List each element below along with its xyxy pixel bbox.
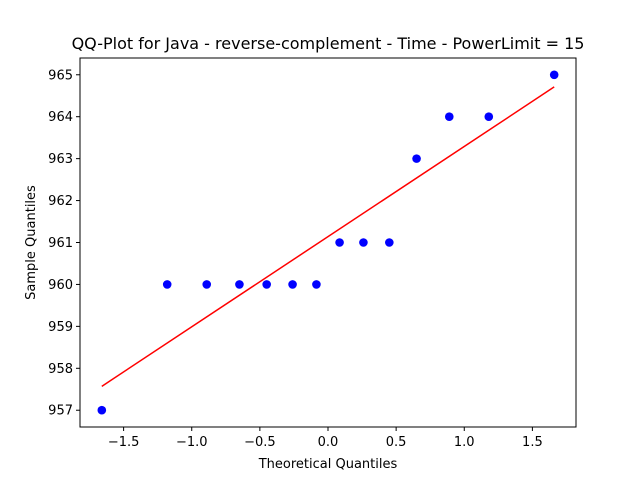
y-tick-label: 965: [48, 68, 73, 83]
data-point: [162, 280, 172, 289]
axis-ticks: −1.5 −1.0 −0.5 0.0 0.5 1.0 1.5 957 958 959 960 961 9…: [48, 68, 543, 450]
y-tick-label: 960: [48, 278, 73, 293]
y-tick-label: 959: [48, 320, 73, 335]
y-tick-label: 964: [48, 110, 73, 125]
x-tick-label: −1.5: [108, 435, 140, 450]
data-point: [335, 238, 344, 247]
y-tick-label: 958: [48, 362, 73, 377]
y-tick-label: 963: [48, 152, 73, 167]
x-tick-label: 0.0: [318, 435, 339, 450]
x-tick-label: 0.5: [386, 435, 407, 450]
y-axis-label: Sample Quantiles: [24, 185, 39, 300]
reference-line: [101, 86, 555, 387]
data-point: [97, 405, 107, 415]
data-point: [312, 280, 321, 289]
data-point: [288, 280, 297, 289]
data-point: [484, 112, 494, 122]
data-point: [385, 238, 394, 247]
x-tick-label: 1.0: [454, 435, 475, 450]
x-axis-label: Theoretical Quantiles: [258, 457, 398, 472]
data-point: [359, 238, 368, 247]
x-tick-label: −1.0: [176, 435, 208, 450]
data-point: [262, 280, 271, 289]
data-point: [444, 112, 454, 122]
x-tick-label: −0.5: [244, 435, 276, 450]
plot-marks: [97, 70, 559, 415]
x-tick-label: 1.5: [522, 435, 543, 450]
data-point: [202, 280, 212, 289]
chart-title: QQ-Plot for Java - reverse-complement - …: [72, 34, 585, 53]
plot-frame: [79, 57, 577, 428]
data-point: [235, 280, 244, 289]
y-tick-label: 957: [48, 404, 73, 419]
data-point: [549, 70, 559, 80]
data-point: [412, 154, 421, 163]
y-tick-label: 962: [48, 194, 73, 209]
y-tick-label: 961: [48, 236, 73, 251]
